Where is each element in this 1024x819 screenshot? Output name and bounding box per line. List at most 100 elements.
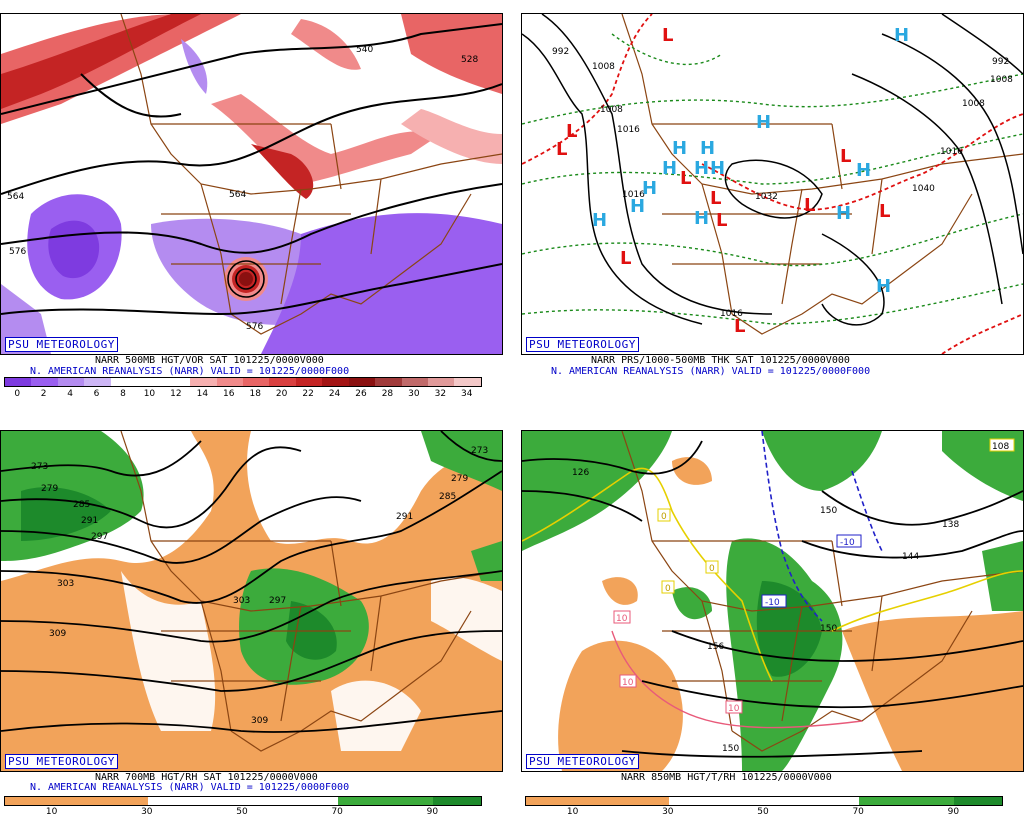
colorbar-swatch [5, 378, 32, 386]
high-marker: H [710, 158, 725, 179]
colorbar-swatch [859, 797, 907, 805]
low-marker: L [620, 248, 631, 269]
temp-label: -10 [765, 598, 780, 608]
rh-colorbar [4, 796, 482, 806]
contour-label: 279 [41, 484, 58, 494]
rh-colorbar [525, 796, 1003, 806]
thickness-contours [522, 33, 1023, 325]
colorbar-swatch [31, 378, 58, 386]
colorbar-swatch [110, 378, 138, 386]
high-pressure-markers: H H H H H H H H H H H H H H [592, 25, 909, 297]
contour-label: 279 [451, 474, 468, 484]
colorbar-tick-label: 70 [852, 807, 864, 817]
psu-meteorology-badge: PSU METEOROLOGY [5, 754, 118, 769]
high-marker: H [856, 160, 871, 181]
contour-label: 576 [9, 247, 26, 257]
high-marker: H [592, 210, 607, 231]
colorbar-tick-label: 26 [355, 389, 367, 399]
colorbar-tick-label: 18 [249, 389, 261, 399]
colorbar-swatch [954, 797, 1002, 805]
colorbar-swatch [348, 378, 376, 386]
contour-label: 285 [439, 492, 456, 502]
isobar-label: 1040 [912, 184, 935, 194]
contour-label: 150 [820, 506, 837, 516]
panel-caption-valid: N. AMERICAN REANALYSIS (NARR) VALID = 10… [30, 782, 350, 793]
contour-label: 285 [73, 500, 90, 510]
colorbar-tick-label: 30 [662, 807, 674, 817]
colorbar-swatch [716, 797, 764, 805]
colorbar-swatch [763, 797, 812, 805]
panel-caption: NARR 500MB HGT/VOR SAT 101225/0000V000 [95, 355, 324, 366]
temp-label: 10 [622, 678, 634, 688]
colorbar-tick-label: 10 [566, 807, 579, 817]
contour-label: 309 [49, 629, 66, 639]
thickness-540-line [522, 14, 1023, 354]
isobar-label: 1008 [600, 105, 623, 115]
contour-label: 150 [722, 744, 739, 754]
vorticity-colorbar [4, 377, 482, 387]
colorbar-tick-label: 50 [236, 807, 248, 817]
temperature-labels: -10 -10 10 10 10 0 0 0 108 [613, 438, 1015, 714]
contour-label: 540 [356, 45, 373, 55]
contour-label: 273 [31, 462, 48, 472]
height-labels: 273 279 285 291 297 303 309 303 297 291 … [31, 446, 488, 726]
colorbar-swatch [322, 378, 349, 386]
contour-label: 144 [902, 552, 919, 562]
colorbar-tick-label: 30 [141, 807, 153, 817]
isobar-label: 1016 [617, 125, 640, 135]
rh700-map-svg: 273 279 285 291 297 303 309 303 297 291 … [1, 431, 502, 771]
contour-label: 273 [471, 446, 488, 456]
political-borders [120, 431, 502, 752]
contour-label: 150 [820, 624, 837, 634]
colorbar-swatch [100, 797, 148, 805]
high-marker: H [672, 138, 687, 159]
colorbar-swatch [338, 797, 386, 805]
colorbar-swatch [84, 378, 111, 386]
political-borders [621, 14, 1023, 335]
high-marker: H [694, 158, 709, 179]
colorbar-tick-label: 90 [426, 807, 439, 817]
high-marker: H [836, 203, 851, 224]
colorbar-swatch [526, 797, 574, 805]
colorbar-tick-label: 28 [381, 389, 394, 399]
panel-850mb-t-rh: 126 150 138 144 156 150 150 -10 -10 10 1… [521, 418, 1024, 819]
colorbar-swatch [290, 797, 339, 805]
height-contours [522, 440, 1023, 758]
contour-label: 576 [246, 322, 263, 332]
isobars [522, 14, 1023, 326]
contour-label: 138 [942, 520, 959, 530]
high-marker: H [894, 25, 909, 46]
low-marker: L [662, 25, 673, 46]
colorbar-swatch [57, 378, 85, 386]
low-marker: L [566, 121, 577, 142]
colorbar-tick-label: 90 [947, 807, 960, 817]
contour-label: 303 [57, 579, 74, 589]
psu-meteorology-badge: PSU METEOROLOGY [5, 337, 118, 352]
high-marker: H [700, 138, 715, 159]
colorbar-tick-label: 16 [223, 389, 235, 399]
colorbar-swatch [5, 797, 53, 805]
colorbar-swatch [216, 378, 243, 386]
isobar-label: 1016 [622, 190, 645, 200]
low-marker: L [680, 168, 691, 189]
contour-label: 291 [81, 516, 98, 526]
low-marker: L [734, 316, 745, 337]
colorbar-tick-label: 14 [196, 389, 209, 399]
colorbar-tick-label: 8 [120, 389, 126, 399]
colorbar-tick-label: 20 [275, 389, 288, 399]
isobar-label: 1016 [940, 147, 963, 157]
psu-meteorology-badge: PSU METEOROLOGY [526, 337, 639, 352]
panel-caption: NARR 700MB HGT/RH SAT 101225/0000V000 [95, 772, 318, 783]
isobar-label: 1008 [962, 99, 985, 109]
colorbar-swatch [454, 378, 481, 386]
contour-label: 108 [992, 442, 1009, 452]
isobar-labels: 992 1008 1008 1016 1016 1032 1040 992 10… [552, 47, 1013, 319]
political-borders [621, 431, 1023, 752]
high-marker: H [630, 196, 645, 217]
low-marker: L [840, 146, 851, 167]
colorbar-swatch [137, 378, 164, 386]
panel-caption-valid: N. AMERICAN REANALYSIS (NARR) VALID = 10… [551, 366, 871, 377]
rh850-map-svg: 126 150 138 144 156 150 150 -10 -10 10 1… [522, 431, 1023, 771]
colorbar-tick-label: 70 [331, 807, 343, 817]
rh850-map: 126 150 138 144 156 150 150 -10 -10 10 1… [521, 430, 1024, 772]
